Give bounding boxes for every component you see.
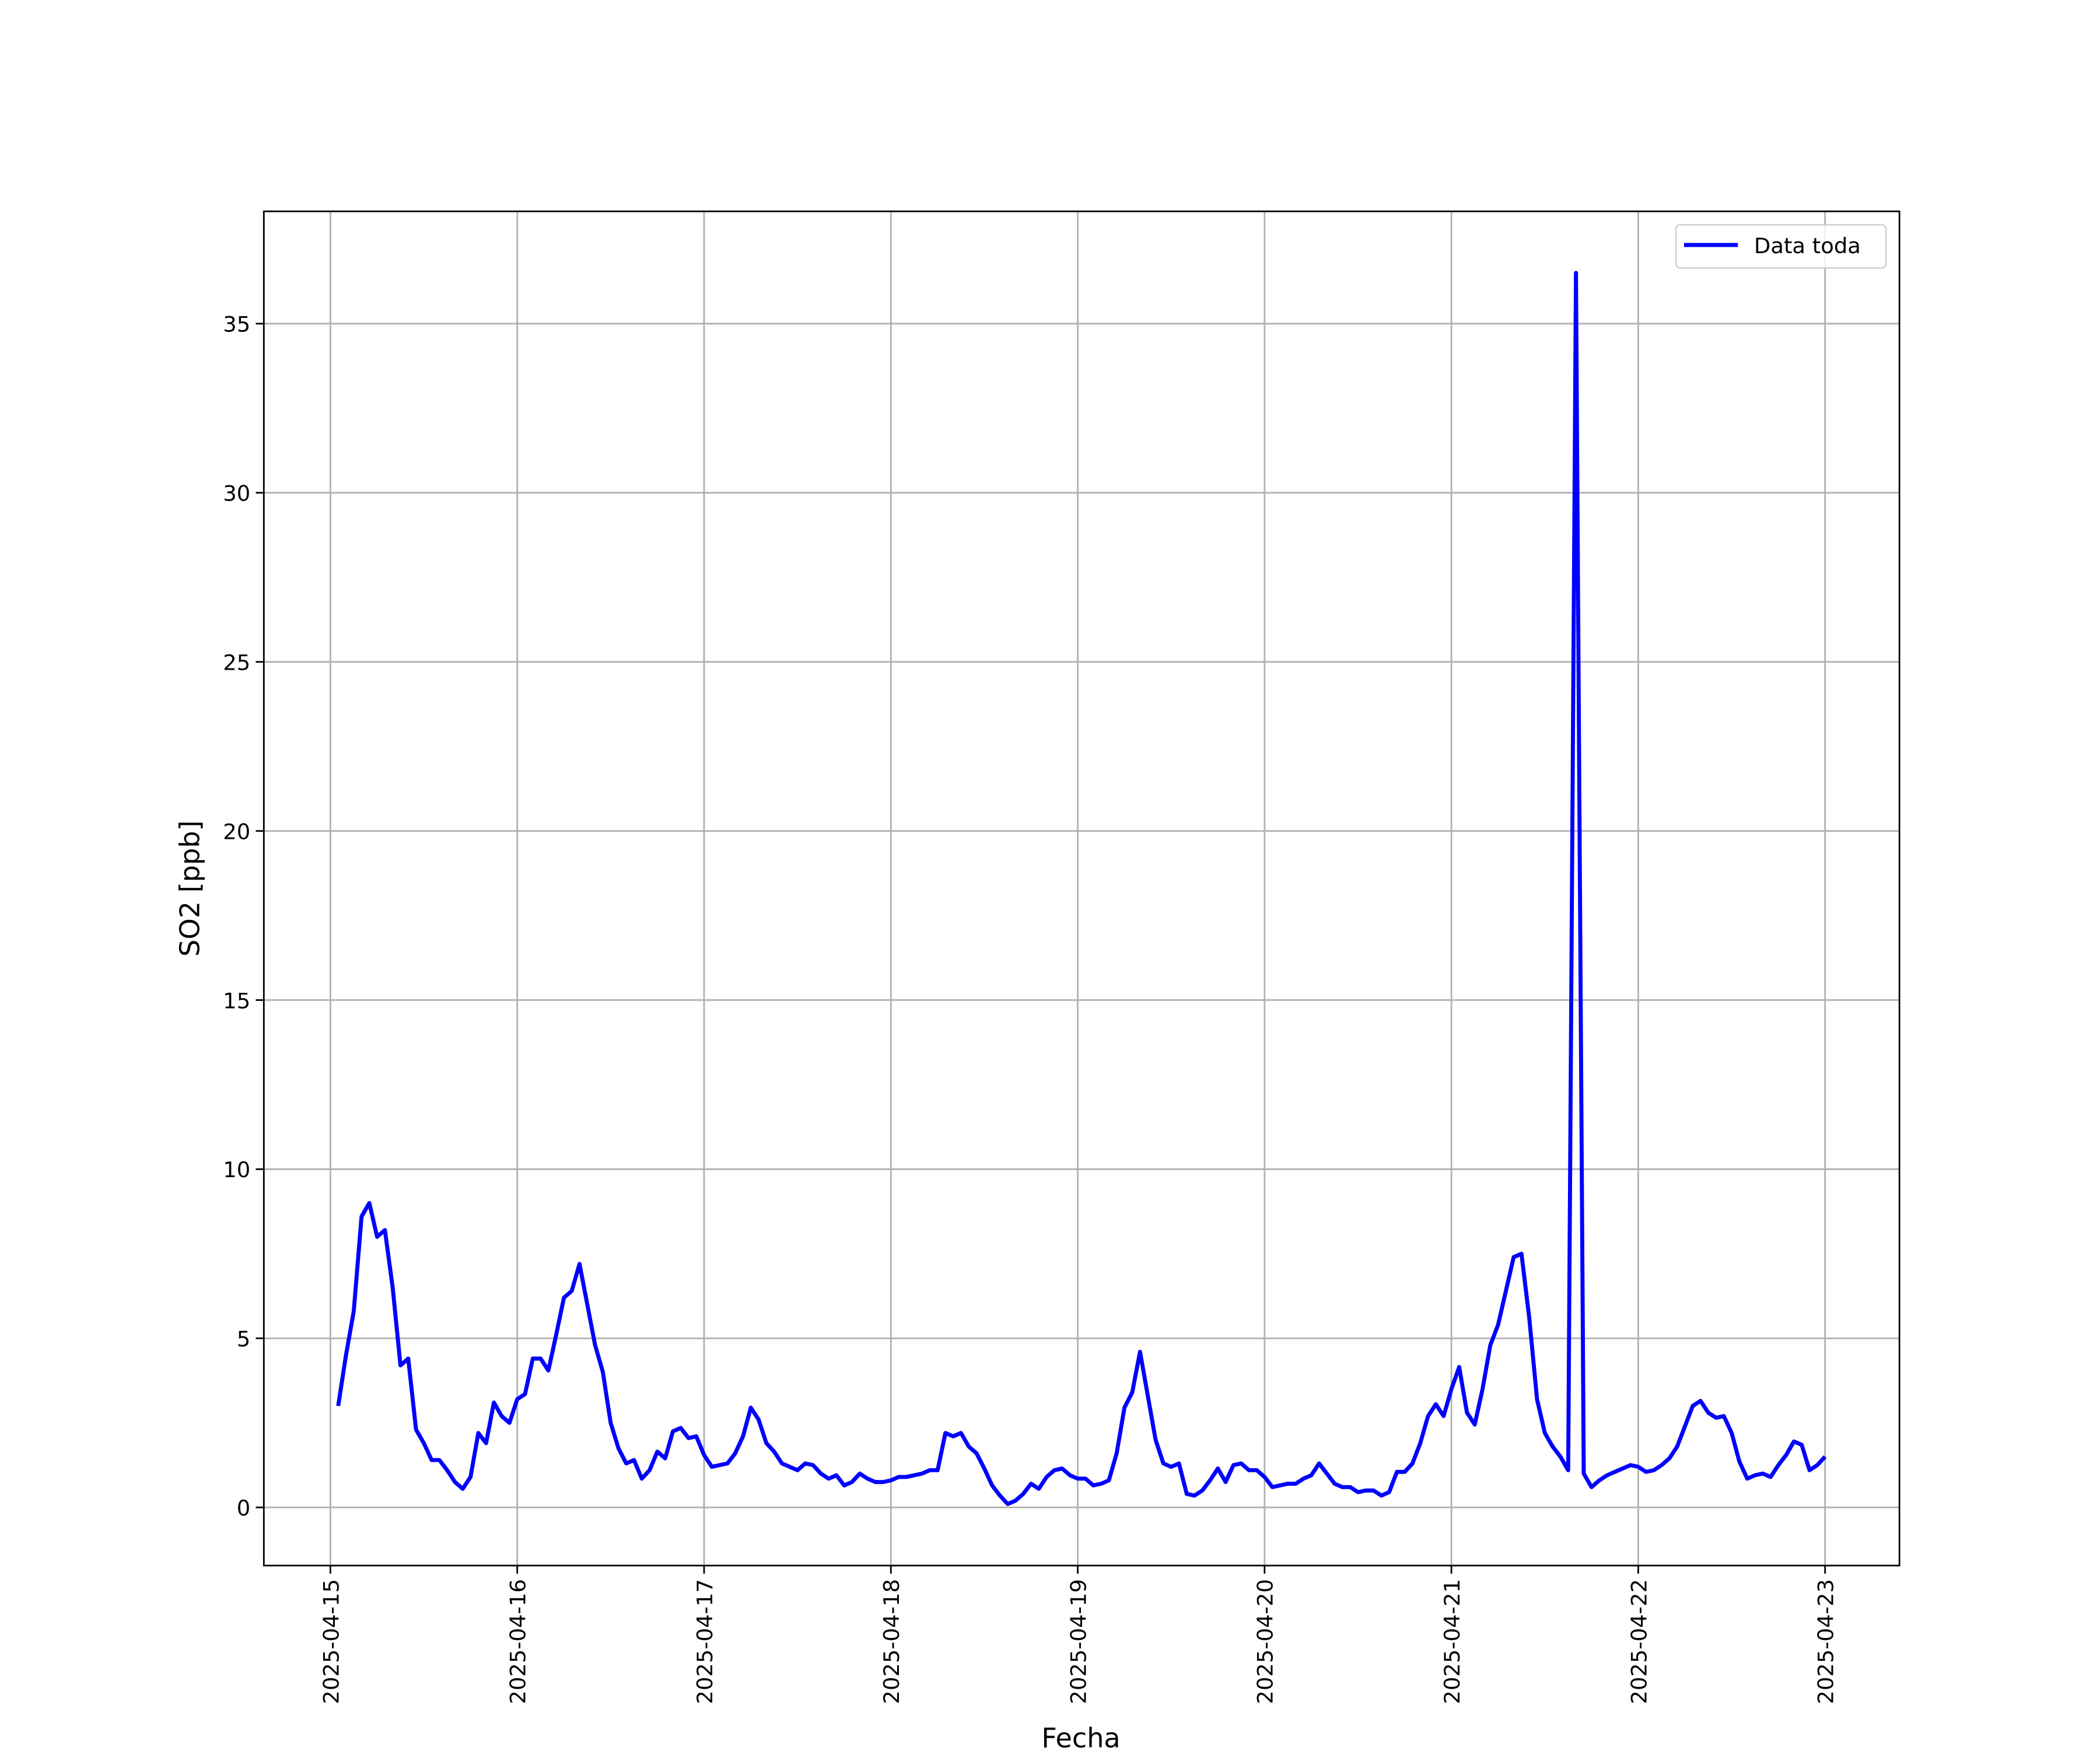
y-tick-label: 10 [223, 1157, 250, 1182]
y-tick-label: 15 [223, 988, 250, 1013]
y-tick-label: 30 [223, 481, 250, 506]
plot-frame [262, 210, 1901, 1567]
legend-box [1675, 224, 1887, 269]
x-tick-label: 2025-04-20 [1253, 1579, 1278, 1704]
x-tick-label: 2025-04-23 [1814, 1579, 1839, 1704]
x-tick-label: 2025-04-18 [879, 1579, 904, 1704]
x-tick-label: 2025-04-15 [318, 1579, 344, 1704]
y-axis-label: SO2 [ppb] [174, 820, 206, 957]
y-tick-label: 25 [223, 650, 250, 675]
legend-label: Data toda [1754, 233, 1861, 258]
y-tick-label: 5 [237, 1326, 250, 1352]
x-tick-label: 2025-04-19 [1066, 1579, 1091, 1704]
x-tick-label: 2025-04-22 [1626, 1579, 1651, 1704]
x-axis-label: Fecha [1041, 1722, 1120, 1750]
y-tick-label: 35 [223, 312, 250, 337]
x-tick-label: 2025-04-17 [692, 1579, 718, 1704]
y-tick-label: 0 [237, 1496, 250, 1521]
x-tick-label: 2025-04-16 [506, 1579, 531, 1704]
y-tick-label: 20 [223, 819, 250, 844]
data-line [336, 271, 1827, 1506]
x-tick-label: 2025-04-21 [1440, 1579, 1465, 1704]
